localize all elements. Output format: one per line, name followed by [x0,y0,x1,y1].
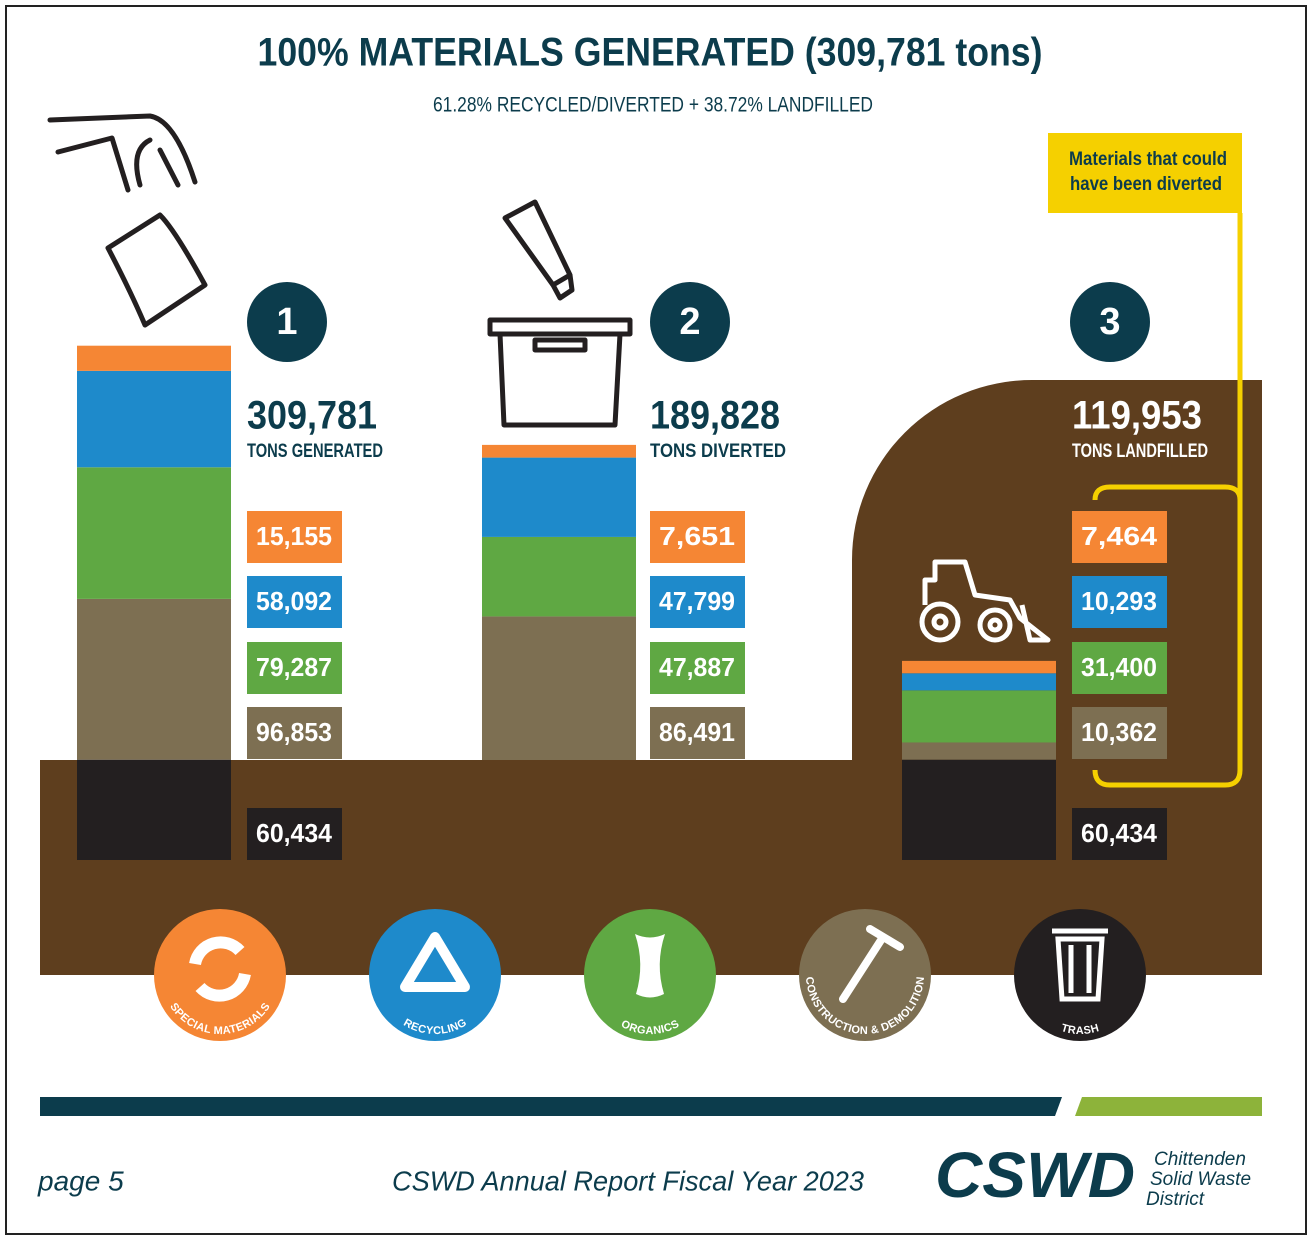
icon [839,925,904,1003]
callout-box [1048,133,1242,213]
value-box [650,511,745,563]
bar-segment [482,457,636,537]
value-box [650,642,745,694]
value-box [247,642,342,694]
value-box [1072,511,1167,563]
category-icon: RECYCLING [369,909,501,1041]
bar-segment [902,673,1056,691]
callout-text: have been diverted [1070,174,1222,195]
title: 100% MATERIALS GENERATED (309,781 tons) [258,31,1043,75]
bar-segment [482,616,636,760]
subtitle: 61.28% RECYCLED/DIVERTED + 38.72% LANDFI… [433,94,873,117]
category-icon: CONSTRUCTION & DEMOLITION [799,909,931,1041]
value-box [650,707,745,759]
value-label: 47,887 [659,652,735,682]
bar-segment [77,345,231,371]
bar-segment [77,467,231,599]
callout-text: Materials that could [1069,149,1227,170]
category-icon: SPECIAL MATERIALS [154,909,286,1041]
bar-segment [902,660,1056,674]
page-number: page 5 [37,1165,124,1196]
step-number: 3 [1099,301,1120,343]
total: 309,781 [247,394,377,438]
value-label: 79,287 [256,652,332,682]
bar-segment [77,759,231,860]
value-box [1072,642,1167,694]
category-label: ORGANICS [619,1018,681,1037]
hand-icon [47,113,208,328]
category-circle [369,909,501,1041]
value-label: 60,434 [1081,818,1158,848]
value-label: 86,491 [659,717,735,747]
value-label: 60,434 [256,818,333,848]
value-label: 15,155 [256,521,332,551]
value-label: 47,799 [659,586,735,616]
step-badge [650,282,730,362]
district-name: Chittenden [1154,1149,1246,1170]
total: 119,953 [1072,394,1202,438]
value-box [247,707,342,759]
bar-segment [902,759,1056,860]
category-label: TRASH [1060,1022,1100,1037]
icon [189,936,251,1002]
icon [635,934,665,998]
category-icon: ORGANICS [584,909,716,1041]
bar-segment [902,690,1056,743]
value-label: 7,651 [659,521,735,551]
caption: TONS DIVERTED [650,441,786,462]
value-box [247,808,342,860]
category-label: ORGANICS [619,1018,681,1037]
bin-icon [487,199,633,428]
category-label: TRASH [1060,1022,1100,1037]
value-box [247,576,342,628]
category-circle [154,909,286,1041]
caption: TONS LANDFILLED [1072,441,1208,462]
icon [400,932,470,992]
loader-icon [919,559,1051,643]
bar-segment [902,742,1056,760]
value-label: 10,362 [1081,717,1157,747]
value-box [1072,707,1167,759]
category-circle [1014,909,1146,1041]
footer-bar [40,1097,1062,1116]
step-badge [247,282,327,362]
value-box [650,576,745,628]
report-name: CSWD Annual Report Fiscal Year 2023 [392,1165,864,1196]
step-number: 2 [679,301,700,343]
caption: TONS GENERATED [247,441,383,462]
value-label: 96,853 [256,717,332,747]
bar-segment [482,444,636,458]
total: 189,828 [650,394,780,438]
value-box [1072,808,1167,860]
category-icon: TRASH [1014,909,1146,1041]
bar-segment [77,370,231,468]
value-box [1072,576,1167,628]
value-label: 58,092 [256,586,332,616]
footer-bar [1075,1097,1262,1116]
step-badge [1070,282,1150,362]
category-circle [799,909,931,1041]
district-name: District [1146,1189,1205,1210]
value-label: 31,400 [1081,652,1157,682]
district-name: Solid Waste [1150,1169,1251,1190]
value-label: 7,464 [1081,521,1158,551]
value-box [247,511,342,563]
icon [1052,928,1108,1002]
callout-bracket [1092,213,1243,788]
logo: CSWD [935,1139,1135,1211]
value-label: 10,293 [1081,586,1157,616]
bar-segment [482,536,636,617]
bar-segment [77,598,231,760]
step-number: 1 [276,301,297,343]
